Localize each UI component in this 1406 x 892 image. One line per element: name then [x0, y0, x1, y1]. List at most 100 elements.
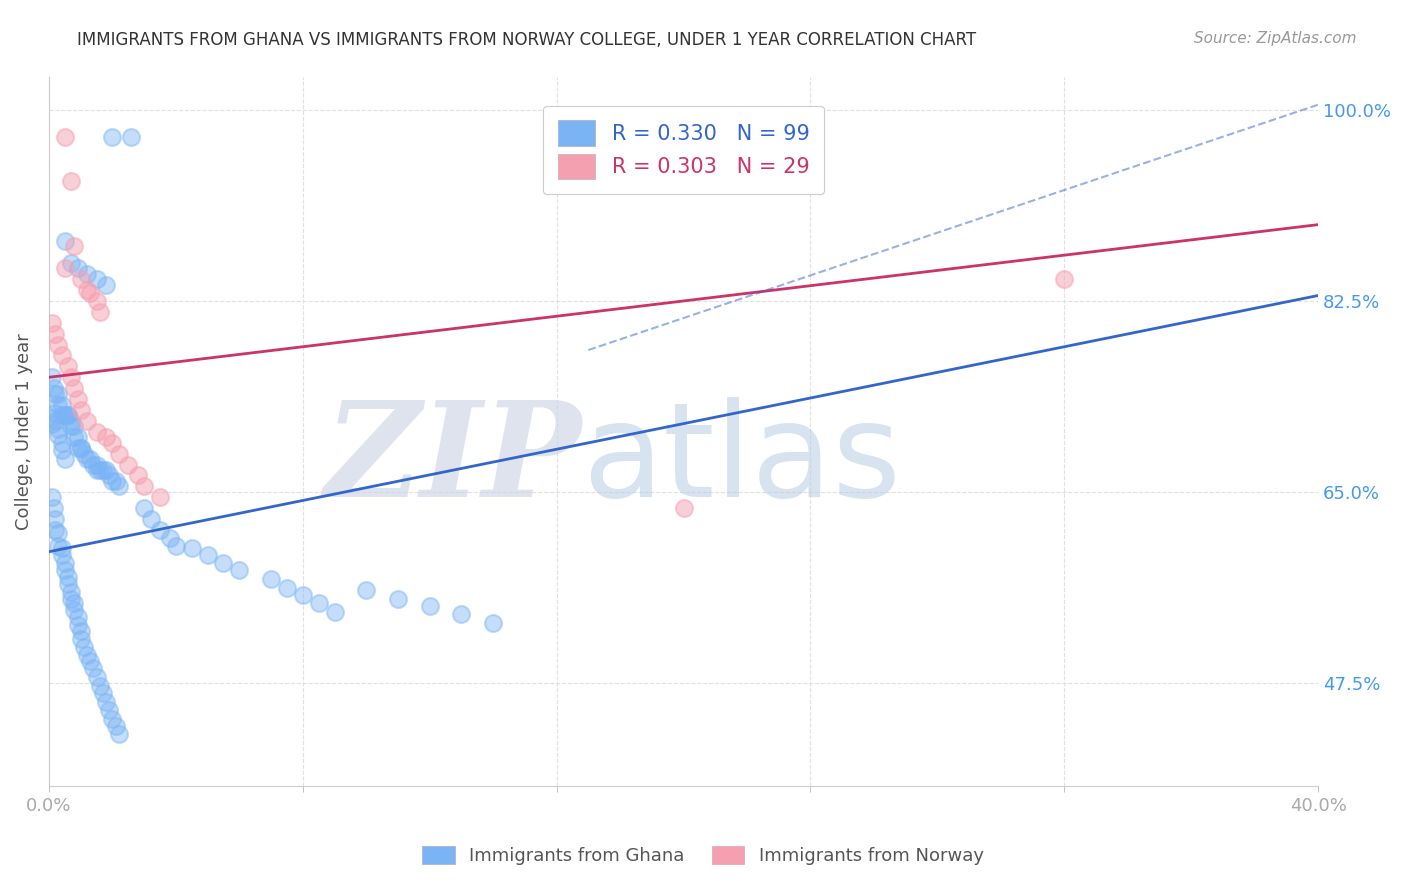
- Point: [228, 563, 250, 577]
- Point: [63, 419, 86, 434]
- Point: [51, 443, 73, 458]
- Point: [48, 428, 70, 442]
- Point: [101, 130, 124, 145]
- Point: [94, 277, 117, 292]
- Point: [107, 727, 129, 741]
- Point: [53, 409, 76, 423]
- Point: [44, 523, 66, 537]
- Point: [139, 512, 162, 526]
- Point: [104, 474, 127, 488]
- Point: [260, 572, 283, 586]
- Point: [69, 272, 91, 286]
- Point: [91, 686, 114, 700]
- Legend: R = 0.330   N = 99, R = 0.303   N = 29: R = 0.330 N = 99, R = 0.303 N = 29: [543, 105, 824, 194]
- Point: [63, 239, 86, 253]
- Point: [482, 615, 505, 630]
- Text: IMMIGRANTS FROM GHANA VS IMMIGRANTS FROM NORWAY COLLEGE, UNDER 1 YEAR CORRELATIO: IMMIGRANTS FROM GHANA VS IMMIGRANTS FROM…: [77, 31, 976, 49]
- Point: [60, 256, 83, 270]
- Point: [356, 582, 378, 597]
- Point: [212, 556, 235, 570]
- Point: [60, 419, 83, 434]
- Point: [101, 712, 124, 726]
- Point: [44, 414, 66, 428]
- Point: [60, 370, 83, 384]
- Point: [94, 695, 117, 709]
- Legend: Immigrants from Ghana, Immigrants from Norway: Immigrants from Ghana, Immigrants from N…: [413, 837, 993, 874]
- Point: [60, 174, 83, 188]
- Point: [76, 414, 98, 428]
- Point: [134, 501, 156, 516]
- Point: [53, 130, 76, 145]
- Point: [41, 490, 63, 504]
- Point: [56, 359, 79, 374]
- Point: [89, 305, 111, 319]
- Point: [94, 463, 117, 477]
- Point: [101, 474, 124, 488]
- Point: [48, 398, 70, 412]
- Point: [107, 447, 129, 461]
- Point: [63, 430, 86, 444]
- Point: [76, 452, 98, 467]
- Point: [60, 591, 83, 606]
- Point: [107, 479, 129, 493]
- Point: [66, 261, 89, 276]
- Point: [98, 703, 121, 717]
- Point: [60, 414, 83, 428]
- Point: [44, 406, 66, 420]
- Y-axis label: College, Under 1 year: College, Under 1 year: [15, 334, 32, 530]
- Point: [149, 523, 172, 537]
- Point: [127, 468, 149, 483]
- Point: [56, 577, 79, 591]
- Point: [672, 501, 695, 516]
- Point: [44, 512, 66, 526]
- Point: [69, 441, 91, 455]
- Point: [53, 452, 76, 467]
- Point: [86, 670, 108, 684]
- Point: [66, 441, 89, 455]
- Point: [63, 602, 86, 616]
- Point: [276, 581, 298, 595]
- Point: [42, 381, 65, 395]
- Point: [53, 409, 76, 423]
- Point: [53, 234, 76, 248]
- Point: [53, 563, 76, 577]
- Point: [41, 410, 63, 425]
- Point: [63, 381, 86, 395]
- Point: [66, 430, 89, 444]
- Point: [42, 501, 65, 516]
- Point: [48, 421, 70, 435]
- Point: [104, 719, 127, 733]
- Point: [48, 526, 70, 541]
- Point: [323, 605, 346, 619]
- Point: [450, 607, 472, 621]
- Point: [101, 435, 124, 450]
- Point: [41, 370, 63, 384]
- Text: atlas: atlas: [582, 397, 901, 524]
- Text: Source: ZipAtlas.com: Source: ZipAtlas.com: [1194, 31, 1357, 46]
- Point: [149, 490, 172, 504]
- Point: [94, 430, 117, 444]
- Point: [48, 539, 70, 553]
- Point: [82, 458, 104, 472]
- Point: [60, 585, 83, 599]
- Point: [1053, 272, 1076, 286]
- Point: [419, 599, 441, 614]
- Point: [44, 326, 66, 341]
- Point: [76, 267, 98, 281]
- Point: [69, 624, 91, 639]
- Point: [48, 337, 70, 351]
- Point: [66, 610, 89, 624]
- Point: [134, 479, 156, 493]
- Point: [86, 463, 108, 477]
- Point: [76, 648, 98, 663]
- Point: [89, 679, 111, 693]
- Point: [197, 548, 219, 562]
- Point: [51, 541, 73, 556]
- Point: [180, 541, 202, 556]
- Point: [73, 640, 96, 654]
- Point: [86, 425, 108, 439]
- Point: [69, 632, 91, 646]
- Point: [53, 261, 76, 276]
- Point: [51, 398, 73, 412]
- Point: [121, 130, 143, 145]
